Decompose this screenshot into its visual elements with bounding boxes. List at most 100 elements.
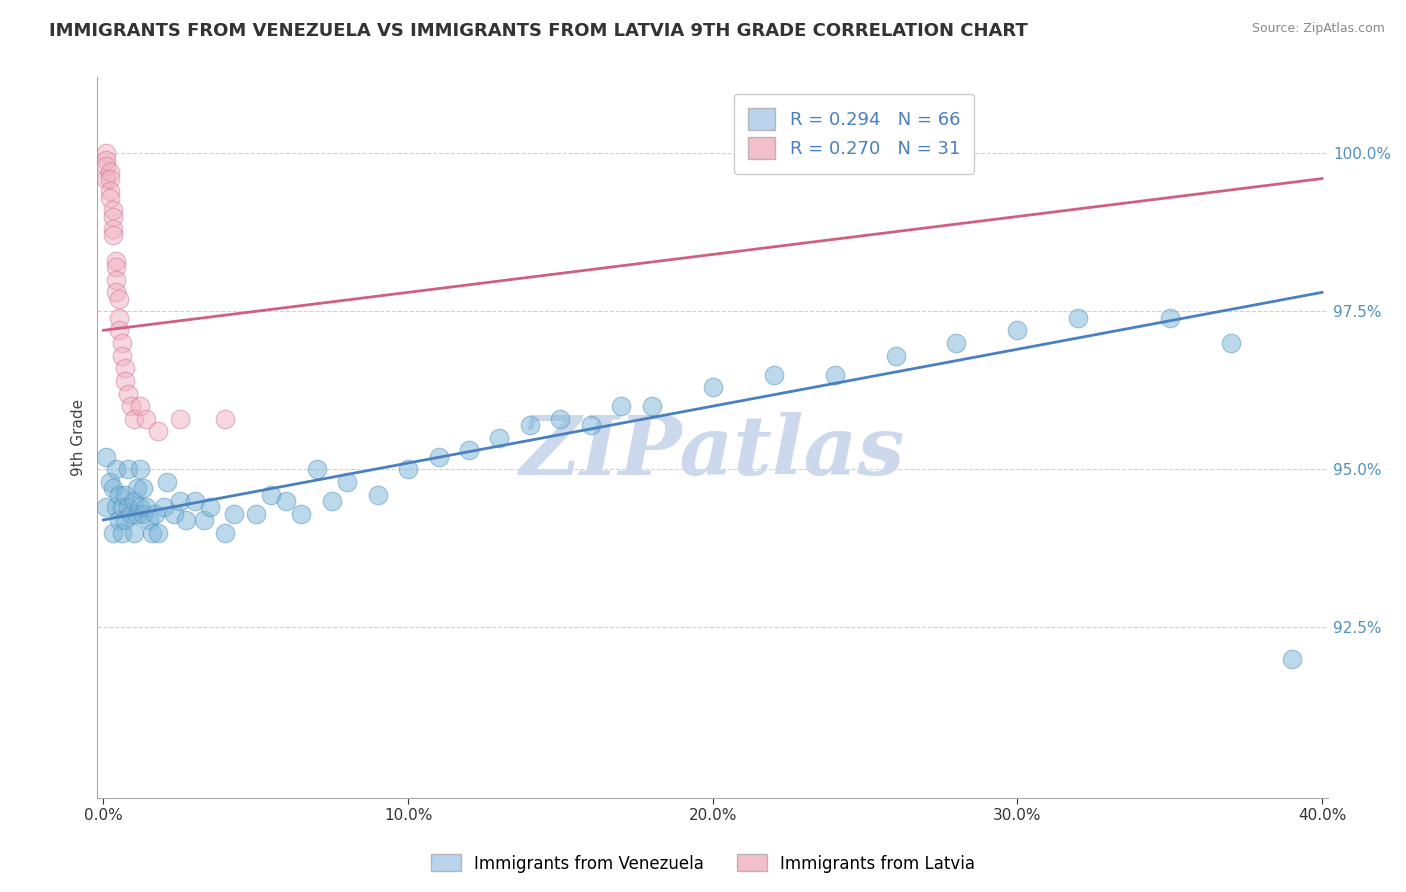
Point	[153, 500, 176, 515]
Point	[98, 171, 121, 186]
Point	[104, 260, 127, 274]
Point	[260, 488, 283, 502]
Point	[96, 500, 118, 515]
Point	[519, 418, 541, 433]
Point	[396, 462, 419, 476]
Point	[132, 481, 155, 495]
Point	[148, 525, 170, 540]
Point	[125, 507, 148, 521]
Point	[214, 525, 236, 540]
Point	[1281, 652, 1303, 666]
Point	[111, 525, 134, 540]
Point	[1067, 310, 1090, 325]
Point	[143, 507, 166, 521]
Legend: R = 0.294   N = 66, R = 0.270   N = 31: R = 0.294 N = 66, R = 0.270 N = 31	[734, 94, 974, 174]
Point	[135, 500, 157, 515]
Point	[101, 222, 124, 236]
Point	[114, 374, 136, 388]
Point	[224, 507, 246, 521]
Point	[138, 513, 160, 527]
Point	[101, 481, 124, 495]
Point	[1007, 323, 1029, 337]
Point	[193, 513, 215, 527]
Point	[107, 310, 129, 325]
Point	[98, 184, 121, 198]
Point	[122, 411, 145, 425]
Y-axis label: 9th Grade: 9th Grade	[72, 400, 86, 476]
Point	[321, 494, 343, 508]
Point	[488, 431, 510, 445]
Point	[104, 285, 127, 300]
Point	[129, 462, 152, 476]
Point	[427, 450, 450, 464]
Point	[198, 500, 221, 515]
Point	[101, 210, 124, 224]
Point	[610, 399, 633, 413]
Point	[276, 494, 298, 508]
Point	[107, 488, 129, 502]
Point	[367, 488, 389, 502]
Point	[245, 507, 267, 521]
Point	[98, 165, 121, 179]
Point	[104, 253, 127, 268]
Point	[101, 228, 124, 243]
Point	[1159, 310, 1181, 325]
Point	[458, 443, 481, 458]
Point	[174, 513, 197, 527]
Point	[290, 507, 312, 521]
Point	[148, 425, 170, 439]
Point	[104, 462, 127, 476]
Point	[122, 494, 145, 508]
Point	[762, 368, 785, 382]
Point	[945, 335, 967, 350]
Point	[111, 335, 134, 350]
Point	[98, 475, 121, 489]
Point	[101, 203, 124, 218]
Point	[141, 525, 163, 540]
Point	[214, 411, 236, 425]
Legend: Immigrants from Venezuela, Immigrants from Latvia: Immigrants from Venezuela, Immigrants fr…	[423, 847, 983, 880]
Point	[107, 292, 129, 306]
Point	[117, 500, 139, 515]
Point	[1219, 335, 1241, 350]
Text: Source: ZipAtlas.com: Source: ZipAtlas.com	[1251, 22, 1385, 36]
Point	[96, 450, 118, 464]
Point	[884, 349, 907, 363]
Point	[162, 507, 184, 521]
Point	[117, 386, 139, 401]
Text: IMMIGRANTS FROM VENEZUELA VS IMMIGRANTS FROM LATVIA 9TH GRADE CORRELATION CHART: IMMIGRANTS FROM VENEZUELA VS IMMIGRANTS …	[49, 22, 1028, 40]
Point	[107, 323, 129, 337]
Point	[184, 494, 207, 508]
Point	[641, 399, 664, 413]
Point	[96, 153, 118, 167]
Point	[96, 146, 118, 161]
Point	[132, 507, 155, 521]
Point	[114, 513, 136, 527]
Point	[101, 525, 124, 540]
Point	[111, 349, 134, 363]
Point	[98, 190, 121, 204]
Point	[129, 500, 152, 515]
Point	[824, 368, 846, 382]
Point	[114, 361, 136, 376]
Point	[135, 411, 157, 425]
Point	[169, 494, 191, 508]
Point	[550, 411, 572, 425]
Point	[125, 481, 148, 495]
Text: ZIPatlas: ZIPatlas	[520, 412, 905, 492]
Point	[111, 500, 134, 515]
Point	[120, 507, 142, 521]
Point	[104, 500, 127, 515]
Point	[122, 525, 145, 540]
Point	[107, 513, 129, 527]
Point	[117, 462, 139, 476]
Point	[169, 411, 191, 425]
Point	[129, 399, 152, 413]
Point	[96, 159, 118, 173]
Point	[104, 273, 127, 287]
Point	[336, 475, 359, 489]
Point	[305, 462, 328, 476]
Point	[114, 488, 136, 502]
Point	[96, 171, 118, 186]
Point	[579, 418, 602, 433]
